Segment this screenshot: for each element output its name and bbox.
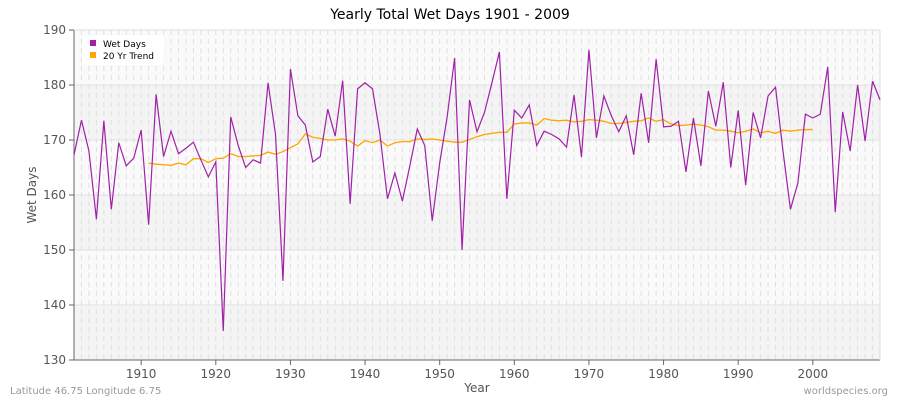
- grid-band: [74, 305, 880, 360]
- y-tick-label: 150: [43, 243, 66, 257]
- x-tick-label: 2000: [798, 367, 829, 381]
- x-tick-label: 1960: [499, 367, 530, 381]
- y-tick-label: 140: [43, 298, 66, 312]
- location-label: Latitude 46.75 Longitude 6.75: [10, 386, 162, 397]
- legend-swatch: [90, 40, 96, 46]
- legend-box: [82, 35, 164, 65]
- y-tick-label: 160: [43, 188, 66, 202]
- y-axis-label: Wet Days: [25, 166, 39, 223]
- series-line-20-yr-trend: [148, 117, 813, 166]
- x-tick-label: 1920: [201, 367, 232, 381]
- source-label: worldspecies.org: [803, 386, 888, 397]
- series-line-wet-days: [73, 49, 881, 331]
- x-tick-label: 1980: [648, 367, 679, 381]
- legend-label: 20 Yr Trend: [103, 52, 154, 62]
- x-tick-label: 1990: [723, 367, 754, 381]
- x-axis-label: Year: [463, 381, 489, 395]
- y-tick-label: 180: [43, 78, 66, 92]
- x-tick-label: 1970: [574, 367, 605, 381]
- x-tick-label: 1930: [275, 367, 306, 381]
- y-tick-label: 190: [43, 23, 66, 37]
- x-tick-label: 1940: [350, 367, 381, 381]
- x-tick-label: 1950: [424, 367, 455, 381]
- legend-swatch: [90, 52, 96, 58]
- legend-label: Wet Days: [103, 40, 146, 50]
- x-tick-label: 1910: [126, 367, 157, 381]
- y-tick-label: 170: [43, 133, 66, 147]
- y-tick-label: 130: [43, 353, 66, 367]
- chart-title: Yearly Total Wet Days 1901 - 2009: [330, 7, 570, 23]
